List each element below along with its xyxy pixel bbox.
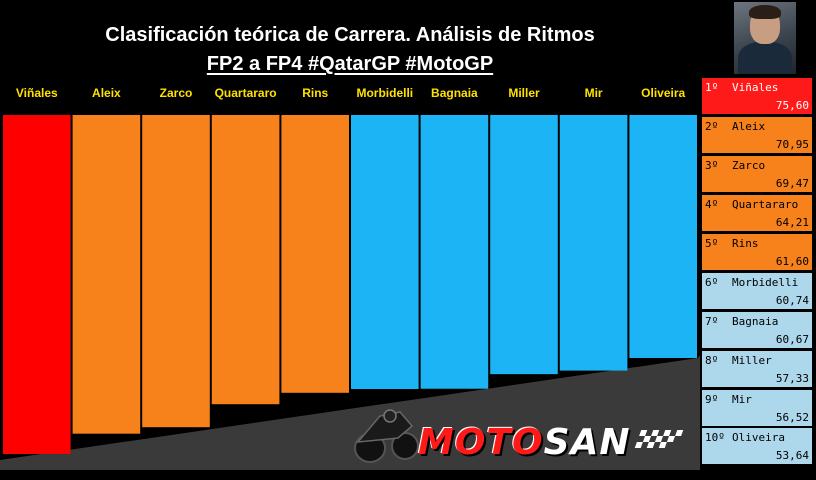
category-label: Quartararo (215, 86, 277, 100)
category-label: Bagnaia (431, 86, 478, 100)
ranking-position: 5º (705, 237, 719, 250)
category-label: Zarco (160, 86, 193, 100)
ranking-name: Morbidelli (732, 276, 799, 289)
ranking-position: 1º (705, 81, 719, 94)
ranking-value: 53,64 (775, 449, 809, 462)
ranking-value: 57,33 (775, 372, 809, 385)
ranking-position: 3º (705, 159, 719, 172)
ranking-row: 7º Bagnaia 60,67 (702, 312, 812, 348)
bar-viñales (3, 115, 71, 454)
ranking-row: 6º Morbidelli 60,74 (702, 273, 812, 309)
ranking-position: 8º (705, 354, 719, 367)
ranking-name: Rins (732, 237, 759, 250)
rider-photo-body (738, 42, 792, 74)
ranking-name: Bagnaia (732, 315, 779, 328)
ranking-row: 2º Aleix 70,95 (702, 117, 812, 153)
ranking-value: 70,95 (775, 138, 809, 151)
category-label: Mir (585, 86, 603, 100)
ranking-name: Quartararo (732, 198, 799, 211)
ranking-position: 9º (705, 393, 719, 406)
ranking-position: 2º (705, 120, 719, 133)
bar-rins (281, 115, 349, 393)
bar-quartararo (211, 115, 280, 405)
ranking-position: 6º (705, 276, 719, 289)
category-label: Miller (508, 86, 540, 100)
ranking-value: 69,47 (775, 177, 809, 190)
ranking-value: 60,67 (775, 333, 809, 346)
ranking-position: 10º (705, 431, 725, 444)
logo-text-red: MOTO (418, 422, 544, 463)
rider-photo (734, 2, 796, 74)
ranking-row: 1º Viñales 75,60 (702, 78, 812, 114)
chart-title: Clasificación teórica de Carrera. Anális… (105, 24, 595, 46)
ranking-value: 75,60 (775, 99, 809, 112)
ranking-value: 56,52 (775, 411, 809, 424)
ranking-row: 3º Zarco 69,47 (702, 156, 812, 192)
ranking-row: 10º Oliveira 53,64 (702, 428, 812, 464)
category-label: Aleix (92, 86, 121, 100)
ranking-name: Miller (732, 354, 772, 367)
bar-oliveira (629, 115, 697, 358)
bar-mir (559, 115, 628, 371)
bar-morbidelli (351, 115, 419, 390)
ranking-name: Viñales (732, 81, 779, 94)
ranking-name: Aleix (732, 120, 766, 133)
rider-photo-hair (749, 5, 781, 19)
ranking-name: Mir (732, 393, 752, 406)
category-label: Oliveira (641, 86, 685, 100)
checkered-flag-icon (634, 430, 684, 448)
ranking-name: Zarco (732, 159, 766, 172)
ranking-row: 4º Quartararo 64,21 (702, 195, 812, 231)
category-label: Morbidelli (356, 86, 413, 100)
bar-chart: Viñales Aleix Zarco Quartararo Rins Morbidell… (0, 86, 700, 470)
category-label: Rins (302, 86, 328, 100)
bar-miller (490, 115, 558, 375)
ranking-row: 5º Rins 61,60 (702, 234, 812, 270)
motorcycle-silhouette-icon (354, 409, 419, 463)
motosan-logo: MOTOSAN (418, 422, 631, 463)
ranking-value: 60,74 (775, 294, 809, 307)
ranking-row: 9º Mir 56,52 (702, 390, 812, 426)
logo-text-white: SAN (543, 422, 631, 463)
ranking-row: 8º Miller 57,33 (702, 351, 812, 387)
bar-zarco (142, 115, 210, 428)
bar-bagnaia (420, 115, 489, 389)
chart-subtitle: FP2 a FP4 #QatarGP #MotoGP (206, 53, 494, 75)
chart-floor (0, 355, 700, 470)
bar-aleix (72, 115, 141, 434)
ranking-value: 64,21 (775, 216, 809, 229)
ranking-name: Oliveira (732, 431, 785, 444)
ranking-position: 7º (705, 315, 719, 328)
category-label: Viñales (16, 86, 58, 100)
ranking-position: 4º (705, 198, 719, 211)
ranking-value: 61,60 (775, 255, 809, 268)
